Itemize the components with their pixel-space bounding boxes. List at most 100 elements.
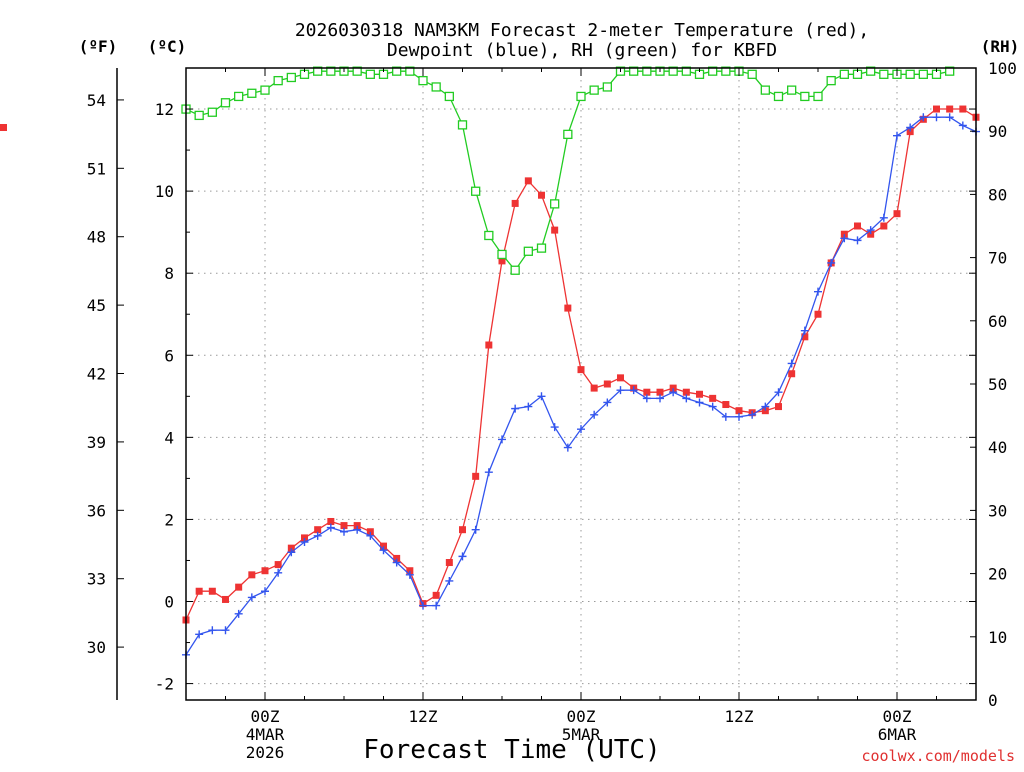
rh-point [457, 120, 468, 130]
rh-point [550, 199, 560, 209]
rh-point [642, 66, 652, 76]
dewpoint-point [432, 601, 441, 610]
temperature-point [222, 595, 229, 603]
x-axis-title: Forecast Time (UTC) [363, 735, 660, 765]
celsius-tick-label: 2 [164, 510, 174, 529]
dewpoint-point [958, 121, 967, 130]
temperature-point [498, 257, 506, 265]
rh-point [471, 186, 481, 196]
celsius-unit-label: (ºC) [148, 37, 187, 56]
temperature-point [208, 587, 216, 595]
dewpoint-point [261, 587, 269, 596]
celsius-tick-label: -2 [155, 675, 174, 694]
temperature-point [380, 542, 387, 550]
dewpoint-point [590, 410, 599, 419]
dewpoint-point [919, 113, 928, 122]
rh-point [484, 230, 494, 241]
temperature-point [801, 333, 809, 341]
rh-point [879, 69, 889, 79]
rh-tick-label: 90 [988, 122, 1007, 141]
fahrenheit-tick-label: 33 [87, 570, 106, 589]
dewpoint-point [419, 601, 427, 610]
celsius-tick-label: 12 [155, 100, 174, 119]
dewpoint-point [721, 412, 730, 421]
dewpoint-point [471, 525, 480, 534]
dewpoint-point [906, 123, 915, 132]
dewpoint-point [840, 234, 849, 243]
temperature-point [445, 559, 453, 567]
rh-point [918, 69, 928, 79]
temperature-point [327, 517, 335, 525]
temperature-point [366, 528, 374, 536]
rh-tick-label: 80 [988, 185, 1007, 204]
rh-point [260, 85, 270, 95]
x-tick-label: 00Z [883, 707, 912, 726]
rh-point [405, 66, 415, 76]
temperature-point [287, 544, 295, 552]
temperature-point [432, 591, 440, 599]
rh-point [313, 66, 323, 76]
temperature-point [248, 571, 256, 579]
temperature-point [814, 310, 822, 318]
dewpoint-point [735, 412, 743, 421]
rh-point [721, 66, 731, 76]
grid-layer [186, 68, 976, 700]
rh-point [431, 82, 441, 92]
rh-point [602, 82, 612, 92]
dewpoint-point [234, 609, 243, 618]
dewpoint-point [445, 576, 454, 585]
dewpoint-point [274, 568, 283, 577]
temperature-point [669, 384, 677, 392]
dewpoint-point [313, 531, 322, 540]
temperature-point [959, 105, 967, 113]
x-tick-label: 00Z [567, 707, 596, 726]
dewpoint-point [893, 131, 901, 140]
dewpoint-point [761, 402, 770, 411]
celsius-tick-label: 4 [164, 428, 174, 447]
rh-tick-label: 30 [988, 501, 1007, 520]
temperature-point [906, 128, 914, 136]
dewpoint-point [498, 435, 506, 444]
temperature-point [551, 226, 559, 234]
dewpoint-point [642, 394, 651, 403]
dewpoint-point [379, 546, 388, 555]
dewpoint-point [669, 388, 678, 397]
fahrenheit-unit-label: (ºF) [79, 37, 118, 56]
temperature-point [709, 394, 717, 402]
dewpoint-point [326, 523, 335, 532]
rh-point [194, 110, 204, 121]
temperature-point [946, 105, 954, 113]
temperature-point [696, 390, 703, 398]
series-layer [0, 67, 980, 659]
rh-tick-label: 40 [988, 438, 1007, 457]
temperature-point [854, 222, 861, 230]
temperature-point [840, 230, 848, 238]
x-tick-label: 4MAR [246, 725, 285, 744]
dewpoint-point [695, 398, 704, 407]
x-tick-label: 6MAR [878, 725, 917, 744]
temperature-point [0, 124, 7, 132]
rh-tick-label: 10 [988, 628, 1007, 647]
temperature-point [261, 567, 269, 575]
celsius-tick-label: 10 [155, 182, 174, 201]
fahrenheit-tick-label: 45 [87, 296, 106, 315]
temperature-point [722, 401, 730, 409]
temperature-point [775, 403, 782, 411]
rh-point [813, 91, 823, 102]
fahrenheit-tick-label: 48 [87, 228, 106, 247]
rh-point [800, 91, 810, 102]
fahrenheit-tick-label: 42 [87, 365, 106, 384]
temperature-point [577, 366, 585, 374]
temperature-point [617, 374, 624, 382]
fahrenheit-tick-label: 54 [87, 91, 106, 110]
dewpoint-point [708, 402, 717, 411]
rh-point [787, 85, 797, 95]
dewpoint-point [550, 423, 559, 432]
rh-point [589, 85, 599, 95]
dewpoint-point [300, 538, 309, 546]
dewpoint-point [945, 113, 954, 122]
dewpoint-point [800, 326, 809, 335]
temperature-point [880, 222, 888, 230]
dewpoint-point [577, 425, 585, 434]
